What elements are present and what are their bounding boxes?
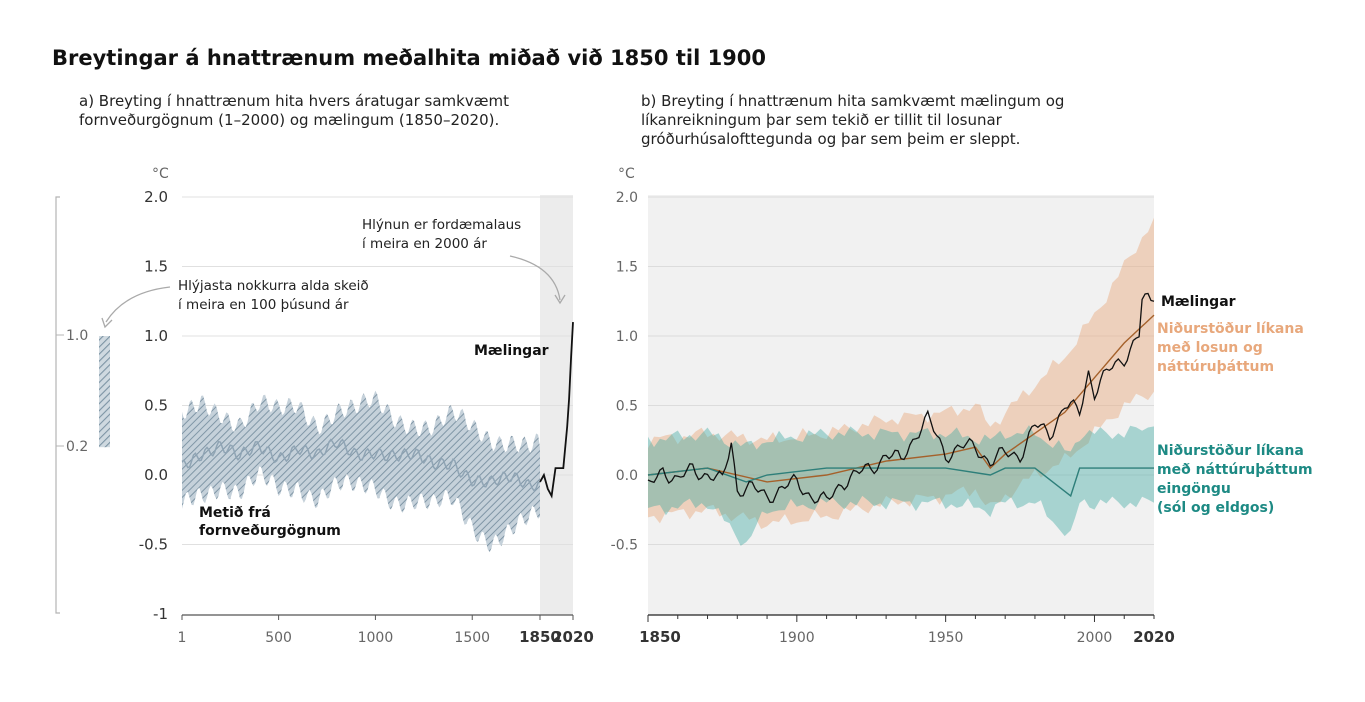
panel-b-y-tick: 2.0 <box>616 190 638 206</box>
panel-b-nat-label-1: Niðurstöður líkana <box>1157 443 1304 459</box>
ann-unprecedented-line2: í meira en 2000 ár <box>362 236 487 252</box>
ann-unprecedented-arrowhead <box>554 294 566 305</box>
ann-unprecedented-arrow <box>509 255 561 301</box>
panel-a-x-tick: 2020 <box>552 628 594 646</box>
panel-b-nat-label-3: eingöngu <box>1157 481 1231 497</box>
panel-a-x-tick: 1 <box>178 630 187 646</box>
panel-b-hum-label-2: með losun og <box>1157 340 1263 356</box>
panel-b: 2.0 1.5 1.0 0.5 0.0 -0.5 1850 1900 1950 2000 2020… <box>611 166 1313 646</box>
panel-b-observed-line <box>647 292 1155 504</box>
panel-b-x-tick: 2000 <box>1077 630 1113 646</box>
panel-a-unit: °C <box>152 166 169 182</box>
panel-a-y-tick: 0.0 <box>144 466 168 484</box>
panel-a-y-tick: -0.5 <box>139 536 168 554</box>
paleo-uncertainty-band <box>182 390 540 553</box>
panel-b-x-tick: 1900 <box>779 630 815 646</box>
panel-a-left-bracket <box>55 196 60 614</box>
panel-b-y-tick: 0.5 <box>616 399 638 415</box>
panel-b-y-tick: 1.5 <box>616 260 638 276</box>
panel-a-paleo-label-1: Metið frá <box>199 505 271 521</box>
panel-a-paleo-label-2: fornveðurgögnum <box>199 523 341 539</box>
panel-a-x-tick: 1000 <box>358 630 394 646</box>
range-label-top: 1.0 <box>66 328 88 344</box>
panel-a-y-tick: 1.0 <box>144 327 168 345</box>
panel-a-y-tick: 2.0 <box>144 188 168 206</box>
warm-period-range-bar <box>99 336 110 448</box>
natural-only-line <box>647 467 1154 498</box>
range-label-bottom: 0.2 <box>66 439 88 455</box>
panel-a-y-tick: 0.5 <box>144 397 168 415</box>
panel-b-x-tick: 1950 <box>928 630 964 646</box>
ann-unprecedented-line1: Hlýnun er fordæmalaus <box>362 217 521 233</box>
panel-b-x-tick: 2020 <box>1133 628 1175 646</box>
human-natural-band <box>648 217 1154 530</box>
panel-b-subtitle: b) Breyting í hnattrænum hita samkvæmt m… <box>641 92 1065 148</box>
panel-b-x-tick: 1850 <box>639 628 681 646</box>
ann-warmest-arrow <box>105 286 171 323</box>
panel-a-subtitle: a) Breyting í hnattrænum hita hvers árat… <box>79 92 509 129</box>
panel-b-nat-label-4: (sól og eldgos) <box>1157 500 1274 516</box>
panel-b-y-tick: 0.0 <box>616 468 638 484</box>
panel-a-y-tick: 1.5 <box>144 258 168 276</box>
panel-b-nat-label-2: með náttúruþáttum <box>1157 462 1313 478</box>
panel-b-hum-label-3: náttúruþáttum <box>1157 359 1274 375</box>
ann-warmest-line2: í meira en 100 þúsund ár <box>178 297 349 313</box>
panel-b-obs-label: Mælingar <box>1161 294 1236 310</box>
panel-a-observed-line <box>539 322 574 499</box>
paleo-reconstruction-line <box>181 438 541 493</box>
human-natural-line <box>647 314 1155 483</box>
panel-a-obs-label: Mælingar <box>474 343 549 359</box>
panel-b-hum-label-1: Niðurstöður líkana <box>1157 321 1304 337</box>
ann-warmest-line1: Hlýjasta nokkurra alda skeið <box>178 278 369 294</box>
panel-a: 2.01.51.00.50.0-0.5-1 1 500 1000 1500 185020… <box>55 166 594 646</box>
panel-a-x-tick: 1850 <box>519 628 561 646</box>
panel-b-y-tick: 1.0 <box>616 329 638 345</box>
figure-title: Breytingar á hnattrænum meðalhita miðað … <box>52 46 767 70</box>
panel-b-unit: °C <box>618 166 635 182</box>
natural-only-band <box>648 425 1154 546</box>
panel-a-y-tick: -1 <box>153 605 168 623</box>
panel-a-x-tick: 1500 <box>454 630 490 646</box>
ann-warmest-arrowhead <box>101 317 113 329</box>
panel-b-y-tick: -0.5 <box>611 538 638 554</box>
panel-a-x-tick: 500 <box>265 630 292 646</box>
